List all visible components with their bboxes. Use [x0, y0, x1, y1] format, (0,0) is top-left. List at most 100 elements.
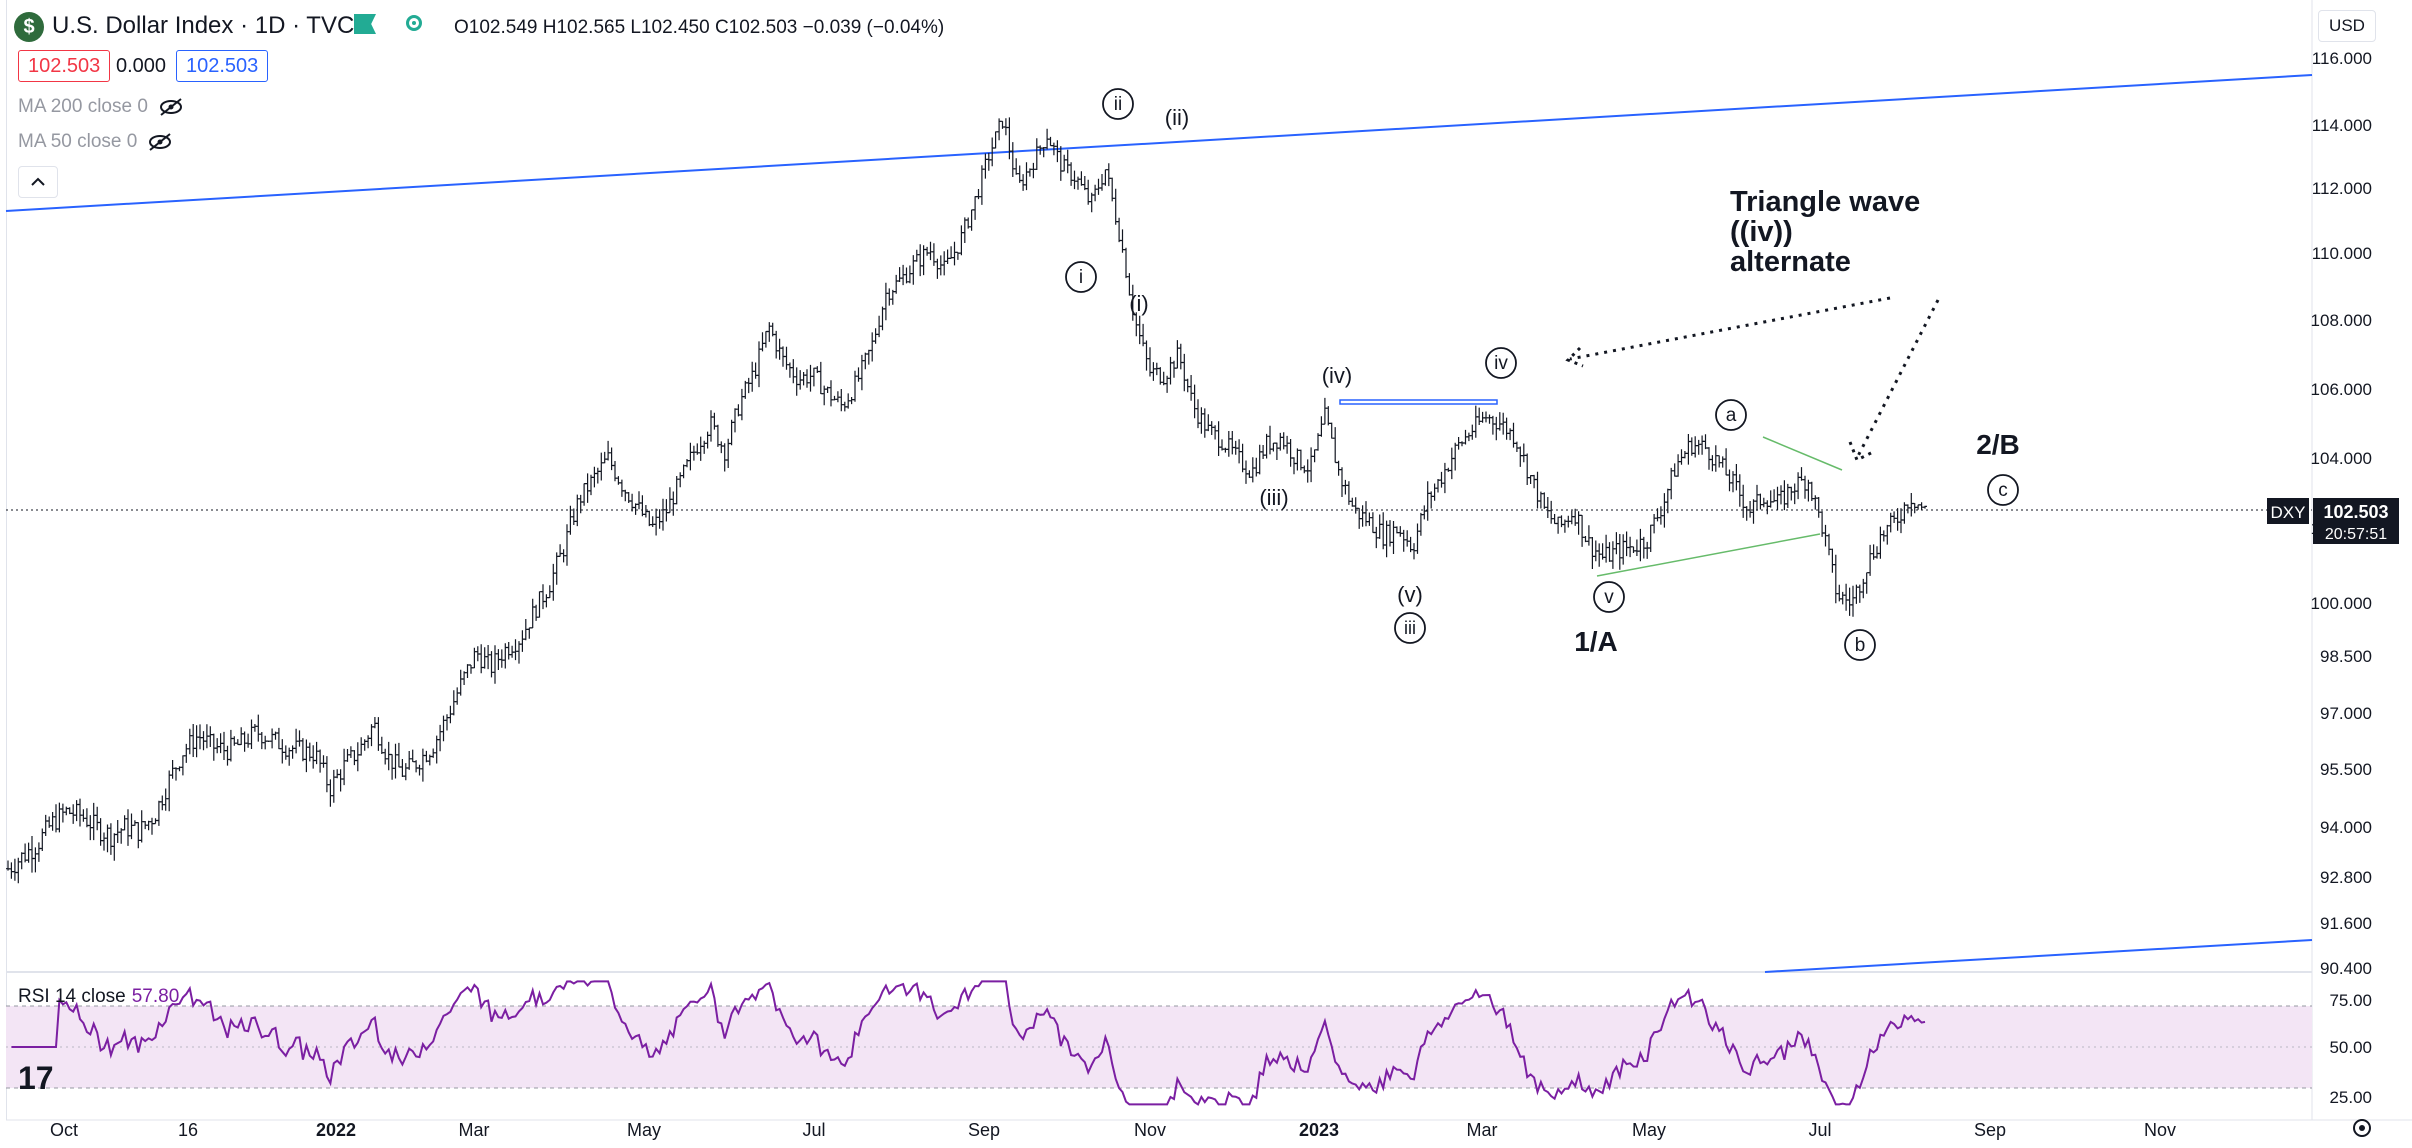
time-tick-label: Mar	[459, 1120, 490, 1140]
ohlc-bar	[808, 364, 813, 392]
ohlc-bar	[1178, 343, 1183, 370]
ohlc-bar	[1384, 520, 1389, 558]
time-axis[interactable]: Oct 16 2022 Mar May Jul Sep Nov 2023 Mar May Jul Sep…	[50, 1120, 2176, 1140]
rsi-legend[interactable]: RSI 14 close 57.80	[18, 986, 179, 1008]
ohlc-bar	[1902, 502, 1907, 524]
ohlc-bar	[942, 251, 947, 276]
ohlc-bar	[856, 367, 861, 382]
ohlc-bar	[1559, 515, 1564, 528]
ohlc-bar	[1412, 543, 1416, 560]
symbol-title[interactable]: U.S. Dollar Index · 1D · TVC	[52, 12, 355, 39]
ohlc-bar	[520, 630, 525, 652]
upper-trendline[interactable]	[5, 74, 2313, 212]
ohlc-bar	[489, 651, 494, 678]
symbol-logo[interactable]: $	[14, 12, 44, 42]
ohlc-bar	[1799, 467, 1804, 481]
ohlc-bar	[74, 800, 79, 822]
ohlc-bar	[1737, 474, 1742, 507]
ohlc-bar	[1600, 543, 1605, 560]
arrow-dotted-left[interactable]	[1569, 296, 1891, 361]
ohlc-bar	[1676, 454, 1681, 477]
ohlc-bar	[729, 419, 734, 446]
ohlc-bar	[112, 833, 117, 861]
ohlc-bar	[324, 756, 329, 793]
ohlc-bar	[1631, 546, 1636, 553]
ohlc-bar	[1144, 340, 1149, 371]
ohlc-bar	[386, 741, 391, 771]
ohlc-bar	[770, 322, 775, 337]
ohlc-bar	[1658, 506, 1663, 525]
ohlc-bar	[1076, 176, 1080, 190]
ohlc-bar	[1621, 534, 1626, 565]
ohlc-bar	[602, 451, 607, 464]
ohlc-bar	[1597, 543, 1602, 567]
wave-b-circled: b	[1855, 635, 1866, 656]
flag-icon[interactable]	[354, 14, 376, 34]
ohlc-bar	[1021, 174, 1026, 191]
ma200-legend[interactable]: MA 200 close 0	[18, 96, 184, 118]
rsi-axis[interactable]: 75.00 50.00 25.00	[2329, 991, 2372, 1107]
ohlc-bar	[276, 727, 281, 750]
price-tag-countdown: 20:57:51	[2325, 526, 2387, 543]
ohlc-bar	[1343, 479, 1348, 495]
ohlc-bar	[132, 820, 137, 826]
tradingview-logo[interactable]: 17	[18, 1060, 54, 1096]
ohlc-bar	[805, 369, 809, 388]
collapse-legend-button[interactable]	[18, 166, 58, 198]
ohlc-bar	[451, 690, 456, 716]
ohlc-bar	[1868, 544, 1873, 576]
ohlc-bar	[91, 802, 96, 841]
ask-price-box[interactable]: 102.503	[176, 50, 269, 82]
ohlc-bar	[503, 643, 508, 669]
eye-off-icon[interactable]	[147, 132, 173, 152]
last-price-tag[interactable]: DXY 102.503 20:57:51	[2267, 498, 2399, 544]
ohlc-bar	[993, 131, 998, 149]
triangle-upper-line[interactable]	[1762, 436, 1843, 471]
ohlc-bar	[1761, 497, 1766, 508]
ohlc-bar	[232, 736, 237, 746]
triangle-lower-line[interactable]	[1596, 533, 1821, 577]
ma50-legend[interactable]: MA 50 close 0	[18, 131, 173, 153]
wave-v-circled: v	[1604, 587, 1614, 608]
ohlc-bar	[983, 153, 988, 179]
time-tick-label: Nov	[1134, 1120, 1166, 1140]
gear-icon[interactable]	[2353, 1119, 2371, 1137]
ma50-label: MA 50 close 0	[18, 131, 138, 152]
ohlc-bar	[1487, 414, 1492, 424]
ohlc-bar	[160, 795, 165, 811]
ohlc-bar	[1048, 136, 1053, 147]
eye-off-icon[interactable]	[158, 97, 184, 117]
ohlc-bar	[777, 338, 782, 360]
price-axis[interactable]: 116.000 114.000 112.000 110.000 108.000 106.0…	[2311, 49, 2372, 978]
ohlc-bar	[1422, 505, 1427, 520]
ohlc-bar	[304, 739, 309, 773]
wave-iii-paren: (iii)	[1259, 485, 1288, 510]
ohlc-bar	[578, 494, 583, 514]
rsi-line[interactable]	[11, 980, 1926, 1106]
ohlc-bar	[1250, 457, 1255, 483]
ohlc-bar	[1089, 192, 1094, 213]
bid-price-box[interactable]: 102.503	[18, 50, 111, 82]
market-status-icon[interactable]	[406, 15, 422, 31]
ohlc-bar	[794, 367, 799, 396]
ohlc-bar	[180, 755, 185, 776]
ohlc-bar	[1237, 439, 1242, 464]
ohlc-bar	[640, 495, 645, 517]
time-tick-label: May	[627, 1120, 661, 1140]
arrow-dotted-down[interactable]	[1855, 299, 1940, 459]
ohlc-bar	[945, 249, 950, 264]
currency-button[interactable]: USD	[2318, 10, 2376, 42]
lower-trendline[interactable]	[1764, 939, 2313, 973]
ohlc-bar	[880, 306, 885, 331]
ohlc-bar	[1782, 480, 1787, 511]
ohlc-bar	[1261, 445, 1266, 459]
ohlc-bar	[486, 645, 491, 670]
ohlc-bar	[914, 249, 919, 262]
ohlc-bar	[1216, 421, 1221, 456]
ohlc-bar	[1120, 229, 1125, 253]
level-box[interactable]	[1339, 399, 1498, 405]
ohlc-bar	[1257, 444, 1262, 475]
price-series[interactable]	[6, 117, 1927, 884]
rsi-tick-label: 75.00	[2329, 991, 2372, 1010]
